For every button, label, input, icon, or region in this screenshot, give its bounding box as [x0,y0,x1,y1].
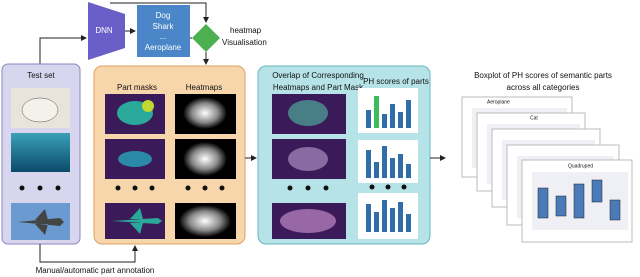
overlap-images [272,94,346,239]
panel-title: Cat [530,115,538,121]
boxplot-title: Boxplot of PH scores of semantic parts [474,71,612,80]
heatmaps-title: Heatmaps [186,83,222,92]
dnn-shape [88,2,125,60]
panel-title: Aeroplane [487,99,510,105]
mask-images [105,94,165,239]
decision-label: Visualisation [222,38,267,47]
class-label: Dog [156,11,171,20]
dots [115,185,225,191]
dnn-label: DNN [95,26,113,35]
arrow [110,2,209,23]
dog-shape [21,97,59,123]
arrow [39,35,87,64]
boxplot-cards [461,96,633,243]
shark-image [11,133,70,172]
panel-title: Quadruped [568,163,593,169]
decision-label: heatmap [230,26,262,35]
class-label: ... [160,32,167,41]
annotation-label: Manual/automatic part annotation [36,266,155,275]
decision-diamond [192,24,220,52]
part-masks-title: Part masks [117,83,157,92]
classes-box [137,5,190,57]
dots [287,184,407,191]
boxplot-title: across all categories [507,83,580,92]
overlap-title: Overlap of Corresponding [272,71,364,80]
class-label: Shark [153,22,175,31]
overlap-title: Heatmaps and Part Mask [273,83,364,92]
class-label: Aeroplane [145,43,182,52]
ph-charts [358,88,418,239]
plane-shape [18,209,64,235]
arrow [39,244,138,263]
heatmap-images [175,94,236,239]
ph-scores-title: PH scores of parts [363,77,429,86]
test-set-title: Test set [27,71,55,80]
dots [19,185,61,191]
